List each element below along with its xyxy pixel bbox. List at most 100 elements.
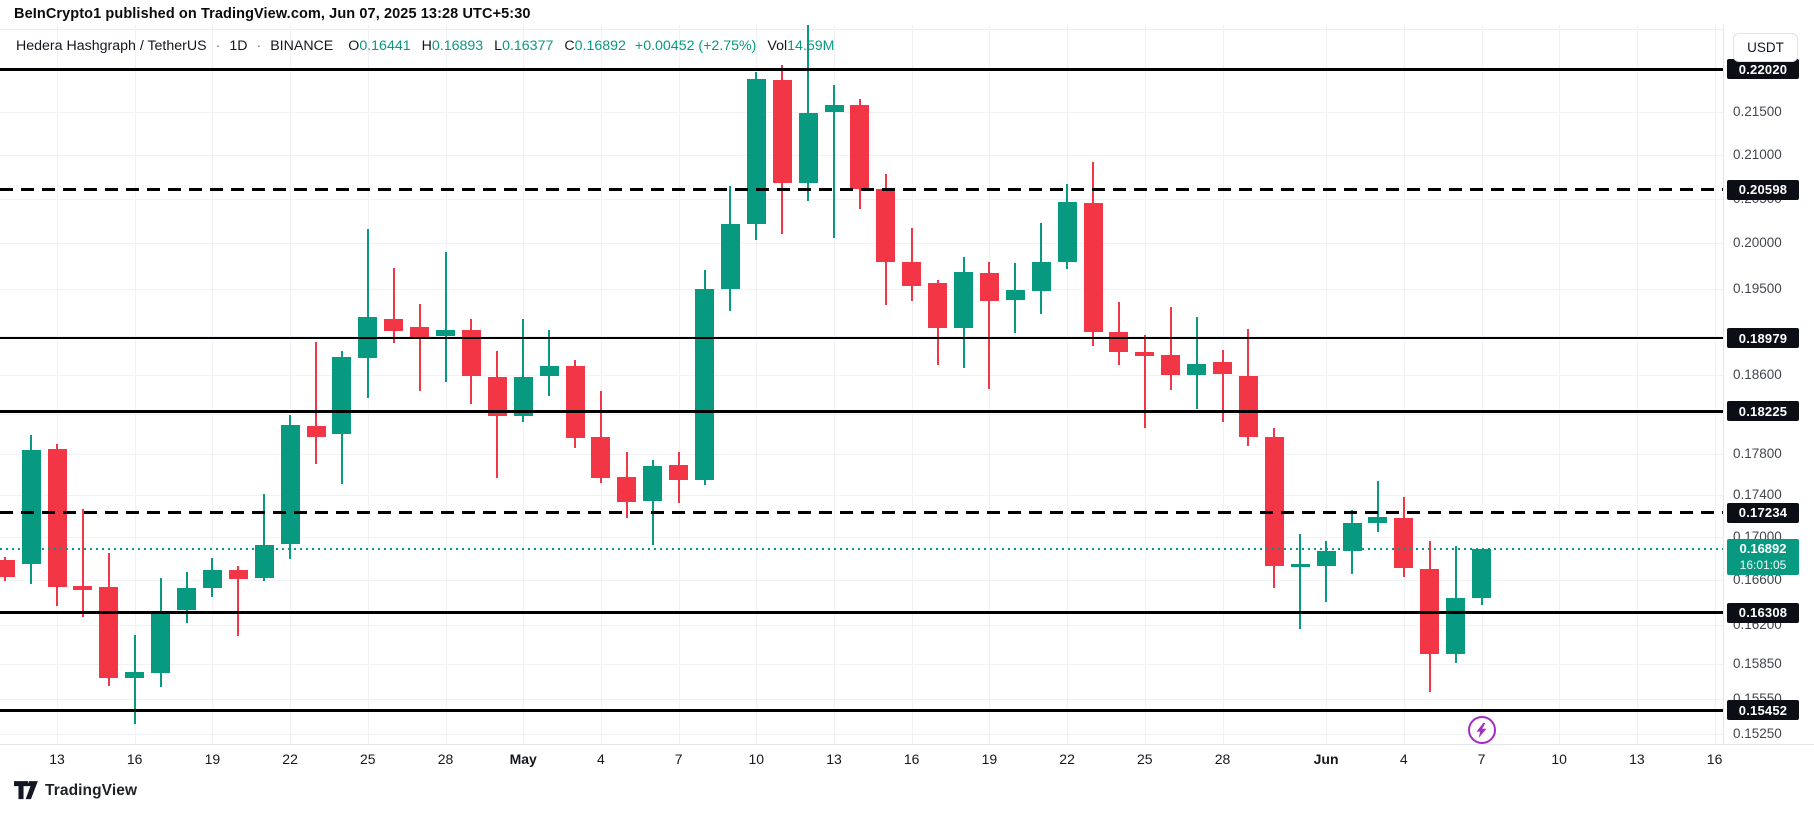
horizontal-gridline [0, 243, 1723, 245]
candle-wick [807, 25, 810, 202]
candle-body [1057, 202, 1077, 263]
ohlc-field: L 0.16377 [494, 38, 553, 54]
volume-value: 14.59M [787, 38, 835, 54]
candle-body [384, 318, 404, 332]
time-tick-label: 10 [748, 751, 765, 767]
candle-body [228, 569, 248, 580]
time-tick-label: 4 [596, 751, 605, 767]
time-tick-label: 25 [360, 751, 376, 767]
vertical-gridline [1636, 25, 1638, 744]
ohlc-field: C 0.16892 [564, 38, 626, 54]
candle-body [591, 436, 611, 478]
candle-body [332, 357, 352, 434]
candle-body [1446, 597, 1466, 654]
candle-wick [133, 634, 136, 725]
horizontal-gridline [0, 336, 1723, 337]
candle-body [824, 104, 844, 113]
candle-wick [1325, 540, 1328, 603]
candle-wick [444, 252, 447, 383]
candle-body [954, 272, 973, 329]
candle-body [1394, 518, 1414, 569]
candle-body [202, 569, 222, 588]
candle-body [1290, 564, 1310, 568]
price-level-line [0, 67, 1723, 71]
price-level-badge: 0.17234 [1727, 502, 1799, 523]
vertical-gridline [678, 25, 680, 744]
candle-wick [1195, 317, 1198, 409]
ohlc-values: O 0.16441 H 0.16893 L 0.16377 C 0.16892 [348, 38, 626, 54]
candle-body [306, 425, 326, 437]
horizontal-gridline [0, 454, 1723, 456]
current-price-line [0, 547, 1723, 550]
price-tick-label: 0.19500 [1733, 281, 1782, 296]
ohlc-letter: H [421, 38, 432, 54]
time-tick-label: 16 [126, 751, 143, 767]
candle-wick [366, 228, 369, 398]
candle-body [0, 559, 15, 578]
symbol-title: Hedera Hashgraph / TetherUS [16, 38, 207, 54]
horizontal-gridline [0, 733, 1723, 735]
time-tick-label: May [509, 751, 537, 767]
candle-body [73, 585, 93, 591]
tradingview-logo-icon [14, 781, 38, 800]
candle-body [539, 365, 559, 377]
candle-body [1161, 355, 1181, 376]
candle-wick [81, 508, 84, 617]
vertical-gridline [834, 25, 835, 744]
time-axis[interactable]: 13 16 19 22 25 28 May 4 7 10 13 16 19 22 25 28 Jun 4 7 10 13… [0, 744, 1814, 773]
candle-body [746, 78, 766, 225]
time-tick-label: 19 [981, 751, 998, 767]
price-level-line [0, 188, 1723, 192]
price-tick-label: 0.17400 [1733, 487, 1782, 503]
price-level-line [0, 337, 1723, 339]
tradingview-logo-text: TradingView [45, 781, 138, 799]
candle-body [461, 330, 481, 377]
ohlc-field: O 0.16441 [348, 38, 410, 54]
vertical-gridline [911, 25, 913, 744]
time-tick-label: 28 [437, 751, 454, 767]
price-axis[interactable]: USDT 0.16892 16:01:05 0.22020 0.20598 0.18… [1723, 25, 1814, 744]
ohlc-value: 0.16441 [359, 38, 411, 54]
vertical-gridline [1067, 25, 1069, 744]
attribution-text: BeInCrypto1 published on TradingView.com… [14, 6, 531, 22]
candle-body [280, 424, 300, 544]
time-tick-label: 13 [49, 751, 65, 767]
horizontal-gridline [0, 413, 1723, 415]
candle-wick [1221, 350, 1224, 422]
candle-body [487, 376, 507, 416]
candle-body [695, 289, 714, 480]
time-tick-label: 13 [826, 751, 842, 767]
horizontal-gridline [0, 580, 1723, 582]
candle-body [772, 79, 792, 184]
candle-body [254, 544, 274, 579]
candle-body [1342, 522, 1362, 552]
vertical-gridline [57, 25, 58, 744]
chart-canvas[interactable] [0, 25, 1723, 744]
price-tick-label: 0.20000 [1733, 235, 1782, 251]
ohlc-field: H 0.16893 [422, 38, 484, 54]
currency-toggle-button[interactable]: USDT [1733, 33, 1798, 62]
candle-wick [522, 318, 525, 422]
candle-body [1368, 517, 1388, 524]
candle-body [47, 449, 67, 587]
candle-body [1005, 289, 1025, 301]
widget-top-border [0, 29, 1814, 30]
current-price-badge: 0.16892 16:01:05 [1727, 538, 1799, 575]
ohlc-letter: O [348, 38, 360, 54]
chart-legend[interactable]: Hedera Hashgraph / TetherUS · 1D · BINAN… [16, 38, 834, 54]
horizontal-gridline [0, 664, 1723, 666]
current-price-value: 0.16892 [1739, 541, 1787, 557]
price-level-badge: 0.16308 [1727, 602, 1799, 623]
candle-body [1083, 202, 1103, 333]
candle-body [902, 262, 922, 287]
vertical-gridline [212, 25, 214, 744]
price-tick-label: 0.21500 [1733, 104, 1782, 120]
legend-separator: · [215, 38, 221, 54]
candle-body [125, 672, 145, 678]
flash-event-marker[interactable] [1467, 716, 1496, 744]
price-level-line [0, 511, 1723, 515]
price-level-badge: 0.18225 [1727, 401, 1799, 422]
footer-brand[interactable]: TradingView [14, 781, 137, 800]
vertical-gridline [1326, 25, 1328, 744]
candle-body [1187, 363, 1207, 376]
